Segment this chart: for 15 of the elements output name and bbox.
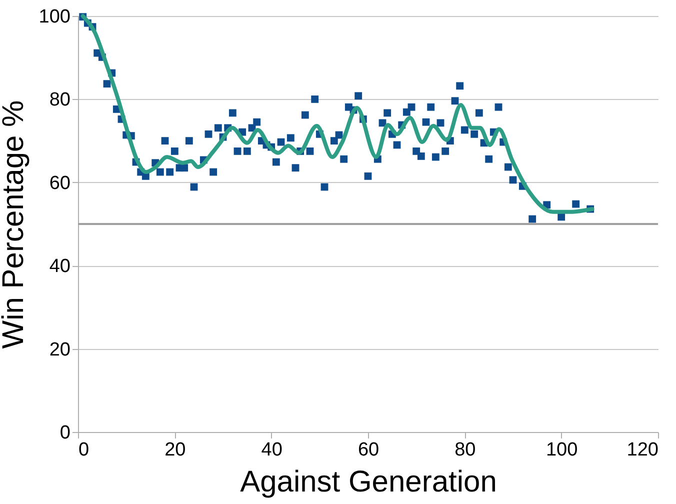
x-tick-label: 40 bbox=[261, 440, 282, 460]
x-tick-label: 0 bbox=[78, 440, 90, 460]
y-tick-label: 100 bbox=[38, 6, 70, 28]
y-tick-label: 40 bbox=[49, 256, 70, 278]
x-axis-title: Against Generation bbox=[240, 466, 497, 498]
y-tick-label: 60 bbox=[49, 172, 70, 194]
x-tick-label: 120 bbox=[626, 440, 658, 460]
y-tick-label: 20 bbox=[49, 339, 70, 360]
x-tick-label: 60 bbox=[358, 440, 380, 460]
y-axis-title: Win Percentage % bbox=[0, 100, 30, 349]
x-tick-label: 20 bbox=[164, 440, 186, 460]
y-tick-label: 80 bbox=[49, 90, 70, 111]
y-tick-label: 0 bbox=[60, 422, 70, 444]
x-tick-label: 80 bbox=[454, 440, 476, 460]
x-tick-label: 100 bbox=[546, 440, 578, 460]
